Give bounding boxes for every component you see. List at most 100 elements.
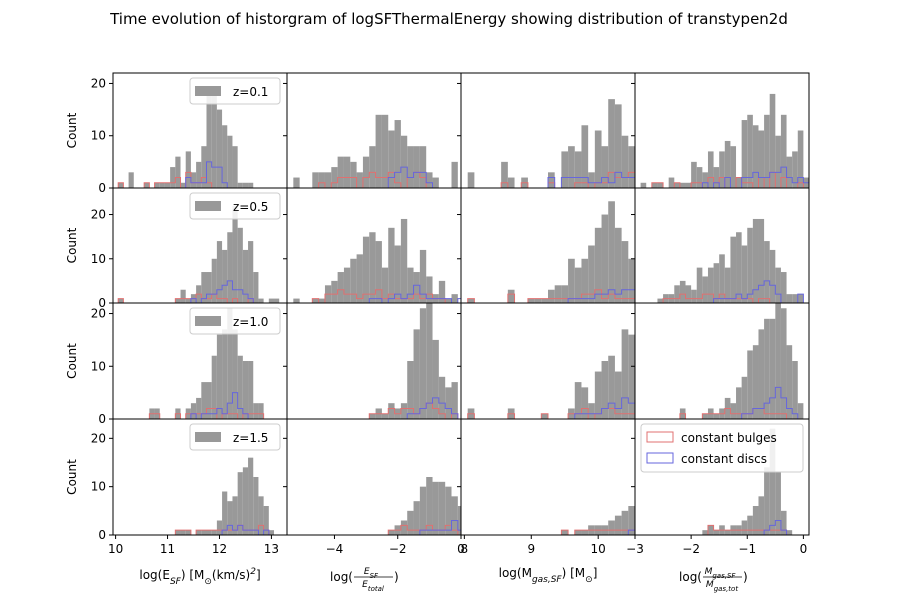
bar-all <box>662 136 669 188</box>
panel-r4-c4: −3 −2 −1 0 constant bulges constant discs <box>626 418 810 556</box>
bar-all <box>691 289 697 303</box>
y-axis-label: Count <box>65 343 79 379</box>
bar-all <box>574 267 582 303</box>
svg-text:): ) <box>743 570 748 584</box>
bar-all <box>702 413 708 419</box>
bar-all <box>642 246 649 304</box>
bar-all <box>232 329 238 419</box>
panel-r3-c3 <box>457 302 669 420</box>
bar-all <box>713 413 720 419</box>
panel-r2-c3 <box>457 187 649 304</box>
panel-bars <box>293 303 461 419</box>
bar-all <box>758 329 765 419</box>
bar-all <box>175 156 181 188</box>
bar-all <box>541 413 548 419</box>
bar-all <box>268 298 275 303</box>
bar-all <box>797 294 804 303</box>
bar-all <box>118 298 124 303</box>
panel-r3-c1: 0 10 20 z=1.0 <box>91 302 288 426</box>
x-tick-label: 8 <box>461 542 469 556</box>
bar-all <box>381 413 389 419</box>
x-axis-label-col3: log(Mgas,SF) [M⊙] <box>499 566 598 585</box>
bar-all <box>438 280 446 303</box>
bar-all <box>227 308 233 419</box>
bar-all <box>741 120 748 188</box>
bar-all <box>662 361 669 419</box>
bar-all <box>507 289 515 303</box>
step-bulges <box>640 171 809 188</box>
bar-all <box>164 182 171 188</box>
y-tick-label: 0 <box>98 296 106 310</box>
legend-redshift-label: z=0.5 <box>233 200 268 214</box>
step-discs <box>118 392 275 419</box>
bar-all <box>736 177 742 188</box>
bar-all <box>489 183 495 188</box>
bar-all <box>118 182 124 188</box>
bar-all <box>394 120 401 188</box>
panel-bars <box>117 88 254 188</box>
bar-all <box>426 477 433 535</box>
bar-all <box>608 520 615 535</box>
bar-all <box>293 177 300 188</box>
bar-all <box>780 272 787 303</box>
x-axis-label-col1: log(ESF) [M⊙(km/s)2] <box>139 567 260 587</box>
legend-swatch-bulges <box>646 431 674 443</box>
bar-all <box>375 114 382 188</box>
bar-all <box>457 506 461 535</box>
bar-all <box>730 236 737 303</box>
bar-all <box>268 530 275 535</box>
bar-all <box>242 361 249 419</box>
bar-all <box>227 232 233 303</box>
bar-all <box>356 254 363 303</box>
x-tick-label: 12 <box>212 542 227 556</box>
bar-all <box>635 492 642 536</box>
bar-all <box>253 477 259 535</box>
bar-all <box>588 245 595 303</box>
bar-all <box>451 496 458 535</box>
bar-all <box>407 267 414 303</box>
panel-bars <box>640 93 809 188</box>
bar-all <box>601 214 609 303</box>
bar-all <box>489 299 495 303</box>
bar-all <box>662 487 669 535</box>
bar-all <box>232 496 238 535</box>
panel-bars <box>640 218 809 303</box>
panel-bars <box>118 457 275 535</box>
bar-all <box>407 361 414 419</box>
bar-all <box>263 506 269 535</box>
svg-text:ESF: ESF <box>364 567 379 580</box>
y-tick-label: 20 <box>91 208 106 222</box>
x-tick-label: 0 <box>457 542 465 556</box>
bar-all <box>369 413 376 419</box>
panel-frame <box>460 418 636 536</box>
y-tick-label: 10 <box>91 129 106 143</box>
bar-all <box>242 182 249 188</box>
x-tick-label: 10 <box>108 542 123 556</box>
bar-all <box>248 241 254 303</box>
panel-r3-c4 <box>631 302 810 420</box>
bar-all <box>381 267 389 303</box>
bar-all <box>483 299 489 303</box>
panel-r2-c1: 0 10 20 z=0.5 <box>91 187 288 310</box>
bar-all <box>248 361 254 419</box>
bar-all <box>318 172 325 188</box>
bar-all <box>713 263 720 303</box>
bar-all <box>216 334 223 419</box>
bar-all <box>561 530 569 535</box>
bar-all <box>350 258 357 303</box>
bar-all <box>253 272 259 303</box>
bar-all <box>216 520 223 535</box>
bar-all <box>242 467 249 535</box>
redshift-legend: z=1.5 <box>189 423 281 451</box>
step-discs <box>467 289 635 303</box>
bar-all <box>175 298 181 303</box>
bar-all <box>648 94 655 188</box>
bar-all <box>426 172 433 188</box>
step-bulges <box>467 171 635 188</box>
legend-redshift-label: z=1.0 <box>233 315 268 329</box>
bar-all <box>747 350 753 419</box>
panel-bars <box>293 477 461 535</box>
bar-all <box>628 506 635 535</box>
panel-bars <box>467 329 669 419</box>
